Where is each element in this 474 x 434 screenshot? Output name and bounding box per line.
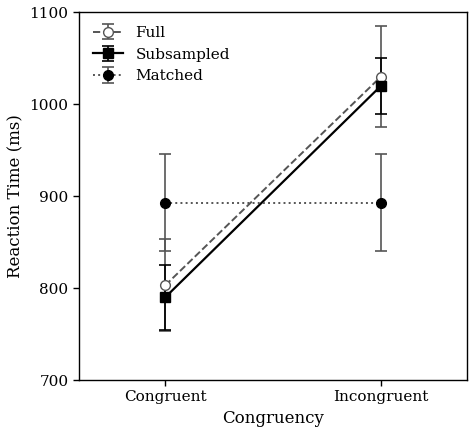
X-axis label: Congruency: Congruency (222, 410, 324, 427)
Legend: Full, Subsampled, Matched: Full, Subsampled, Matched (87, 20, 236, 89)
Y-axis label: Reaction Time (ms): Reaction Time (ms) (7, 114, 24, 278)
